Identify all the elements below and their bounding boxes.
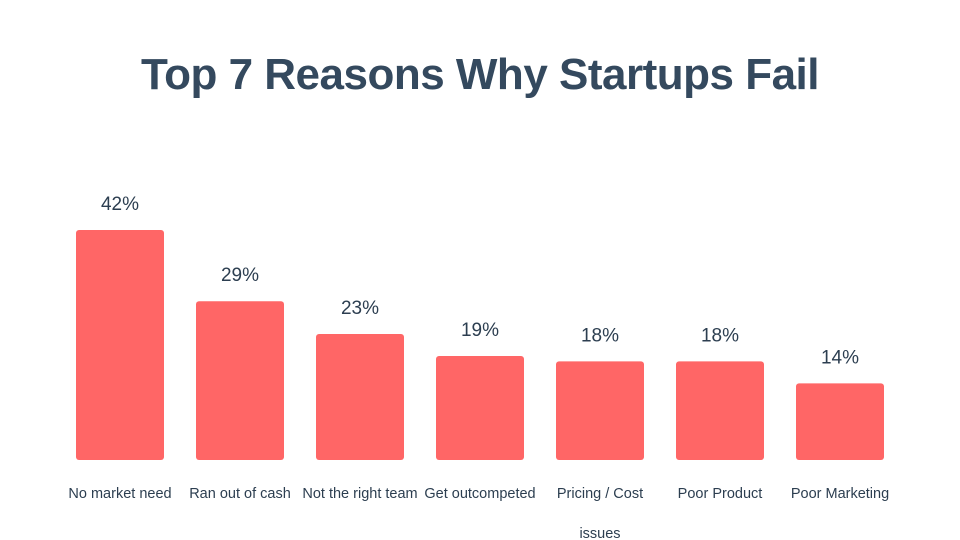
category-label: Pricing / Cost xyxy=(557,486,643,502)
bar xyxy=(676,361,764,460)
bar-value-label: 23% xyxy=(341,298,379,319)
bar-value-label: 29% xyxy=(221,265,259,286)
bar xyxy=(796,383,884,460)
bars-group xyxy=(76,230,884,460)
bar xyxy=(316,334,404,460)
bar-value-label: 14% xyxy=(821,347,859,368)
bar-value-label: 18% xyxy=(581,325,619,346)
category-label: issues xyxy=(579,526,620,540)
bar-value-label: 19% xyxy=(461,320,499,341)
bar-value-label: 42% xyxy=(101,194,139,215)
bar xyxy=(196,301,284,460)
bar xyxy=(436,355,524,460)
category-label: Poor Product xyxy=(678,486,763,502)
bar xyxy=(556,361,644,460)
category-label: No market need xyxy=(68,486,171,502)
bar xyxy=(76,230,164,460)
category-labels-group: No market need Ran out of cash Not the rig… xyxy=(68,486,889,540)
category-label: Ran out of cash xyxy=(189,486,291,502)
category-label: Not the right team xyxy=(302,486,417,502)
category-label: Get outcompeted xyxy=(424,486,535,502)
category-label: Poor Marketing xyxy=(791,486,889,502)
chart-title: Top 7 Reasons Why Startups Fail xyxy=(140,50,820,99)
value-labels-group: 42% 29% 23% 19% 18% 18% 14% xyxy=(101,194,859,368)
bar-value-label: 18% xyxy=(701,325,739,346)
